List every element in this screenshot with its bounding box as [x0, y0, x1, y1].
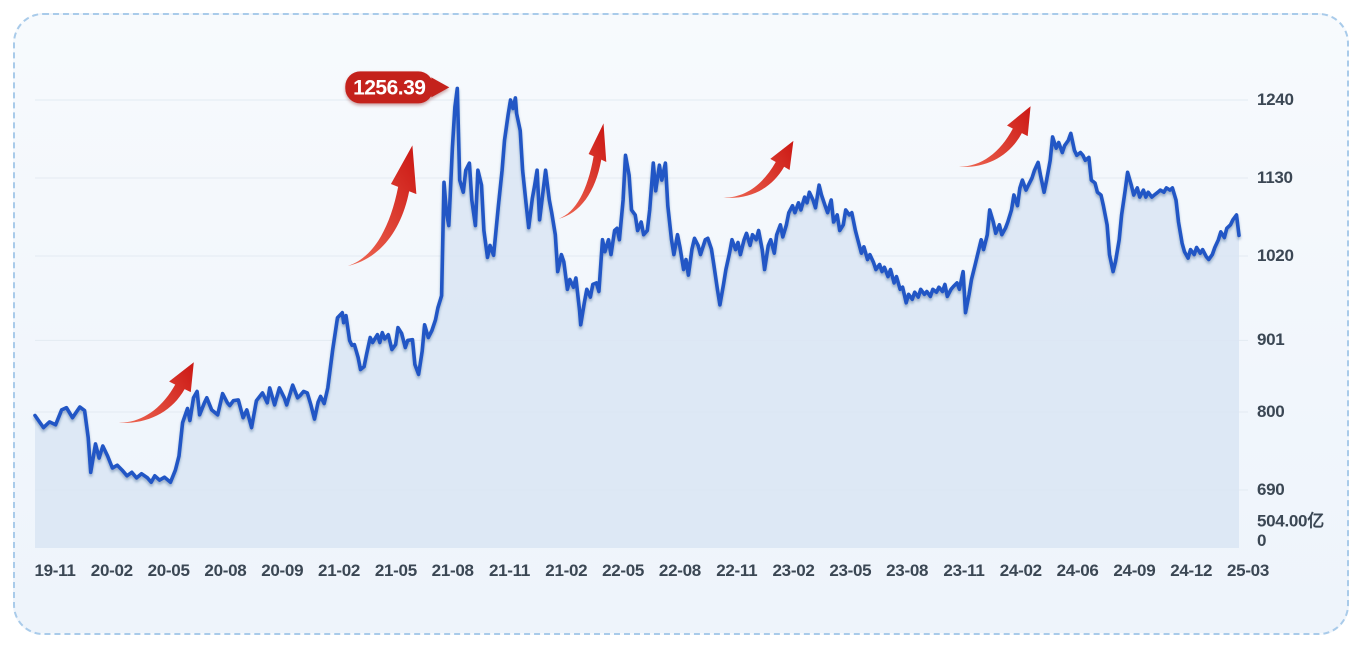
x-axis-label: 23-08 — [886, 561, 929, 580]
price-line — [33, 86, 1241, 484]
x-axis-label: 21-05 — [374, 561, 417, 580]
y-axis-label: 504.00亿 — [1257, 511, 1324, 531]
growth-arrow-icon — [347, 145, 417, 266]
x-axis-label: 21-02 — [545, 561, 588, 580]
growth-arrow-icon — [118, 362, 194, 423]
y-axis-label: 800 — [1257, 402, 1285, 421]
x-axis-label: 21-11 — [488, 561, 530, 580]
x-axis-label: 21-02 — [318, 561, 361, 580]
area-fill — [35, 88, 1239, 549]
growth-arrow-icon — [558, 123, 607, 219]
x-axis-label: 23-11 — [943, 561, 985, 580]
x-axis-label: 22-11 — [716, 561, 758, 580]
x-axis-label: 20-05 — [147, 561, 190, 580]
x-axis-label: 20-09 — [261, 561, 304, 580]
x-axis-label: 22-05 — [602, 561, 645, 580]
y-axis-label: 690 — [1257, 480, 1285, 499]
callout-bubble — [345, 71, 434, 104]
y-axis-label: 1020 — [1257, 246, 1294, 265]
x-axis-label: 20-02 — [90, 561, 133, 580]
growth-arrow-icon — [723, 140, 794, 198]
x-axis-label: 25-03 — [1227, 561, 1269, 580]
x-axis-label: 23-02 — [772, 561, 815, 580]
x-axis-label: 22-08 — [658, 561, 701, 580]
callout-pointer — [431, 77, 450, 98]
growth-arrow-icon — [958, 106, 1031, 167]
price-series — [33, 86, 1241, 549]
y-axis-label: 1240 — [1257, 90, 1294, 109]
x-axis-label: 24-09 — [1113, 561, 1156, 580]
y-axis-label: 901 — [1257, 330, 1285, 350]
peak-value-label: 1256.39 — [353, 76, 425, 99]
peak-value-callout: 1256.39 — [345, 71, 450, 104]
x-axis-label: 23-05 — [829, 561, 872, 580]
x-axis-label: 24-02 — [999, 561, 1042, 580]
x-axis-label: 21-08 — [431, 561, 474, 580]
y-axis-label: 0 — [1257, 531, 1267, 550]
x-axis-label: 20-08 — [204, 561, 247, 580]
growth-arrows — [118, 106, 1031, 423]
x-axis-label: 24-12 — [1170, 561, 1213, 580]
x-axis-label: 19-11 — [34, 561, 76, 580]
x-axis-label: 24-06 — [1056, 561, 1099, 580]
y-axis-label: 1130 — [1257, 168, 1293, 187]
